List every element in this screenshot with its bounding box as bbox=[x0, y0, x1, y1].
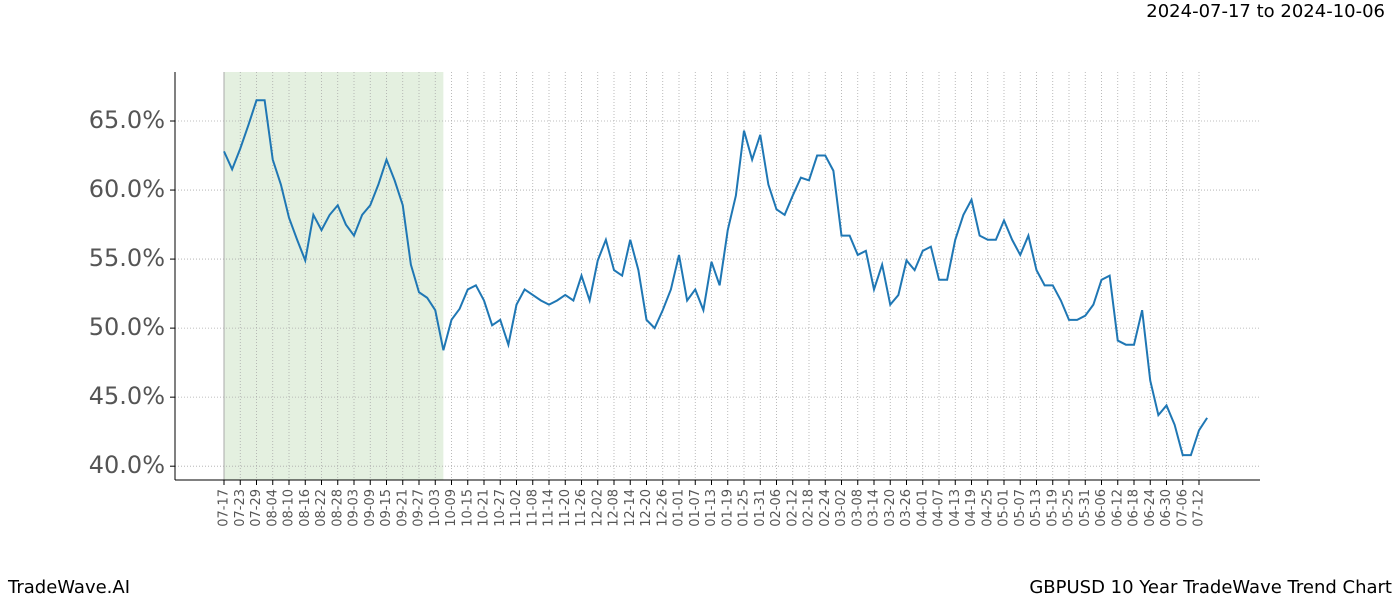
x-tick-label: 05-31 bbox=[1078, 489, 1093, 527]
x-tick-label: 03-08 bbox=[850, 489, 865, 527]
x-tick-label: 07-12 bbox=[1192, 489, 1207, 527]
y-tick-label: 60.0% bbox=[89, 175, 165, 203]
x-tick-label: 10-15 bbox=[460, 489, 475, 527]
x-tick-label: 04-25 bbox=[980, 489, 995, 527]
x-tick-label: 12-02 bbox=[590, 489, 605, 527]
chart-title: GBPUSD 10 Year TradeWave Trend Chart bbox=[1029, 577, 1392, 598]
x-tick-label: 03-02 bbox=[834, 489, 849, 527]
x-tick-label: 08-04 bbox=[265, 489, 280, 527]
x-tick-label: 04-13 bbox=[948, 489, 963, 527]
x-tick-label: 07-29 bbox=[249, 489, 264, 527]
x-tick-label: 10-27 bbox=[493, 489, 508, 527]
x-tick-label: 12-14 bbox=[623, 489, 638, 527]
x-tick-label: 05-01 bbox=[997, 489, 1012, 527]
x-tick-label: 01-19 bbox=[720, 489, 735, 527]
x-tick-label: 01-07 bbox=[688, 489, 703, 527]
x-tick-label: 02-06 bbox=[769, 489, 784, 527]
x-tick-label: 03-20 bbox=[883, 489, 898, 527]
x-tick-label: 05-25 bbox=[1062, 489, 1077, 527]
x-tick-label: 05-19 bbox=[1045, 489, 1060, 527]
x-tick-label: 08-10 bbox=[282, 489, 297, 527]
brand: TradeWave.AI bbox=[7, 577, 130, 598]
x-tick-label: 01-13 bbox=[704, 489, 719, 527]
x-tick-label: 11-26 bbox=[574, 489, 589, 527]
x-tick-label: 02-24 bbox=[818, 489, 833, 527]
x-tick-label: 10-21 bbox=[477, 489, 492, 527]
x-tick-label: 02-12 bbox=[785, 489, 800, 527]
x-tick-label: 09-15 bbox=[379, 489, 394, 527]
x-tick-label: 04-19 bbox=[964, 489, 979, 527]
x-tick-label: 09-27 bbox=[412, 489, 427, 527]
x-tick-label: 08-22 bbox=[314, 489, 329, 527]
y-tick-label: 45.0% bbox=[89, 382, 165, 410]
x-tick-label: 03-14 bbox=[867, 489, 882, 527]
x-tick-label: 09-09 bbox=[363, 489, 378, 527]
x-tick-label: 06-24 bbox=[1143, 489, 1158, 527]
x-tick-label: 12-08 bbox=[607, 489, 622, 527]
y-tick-label: 50.0% bbox=[89, 313, 165, 341]
x-tick-label: 12-20 bbox=[639, 489, 654, 527]
x-tick-label: 07-17 bbox=[217, 489, 232, 527]
x-tick-label: 08-28 bbox=[330, 489, 345, 527]
x-tick-label: 04-01 bbox=[915, 489, 930, 527]
x-tick-label: 01-01 bbox=[672, 489, 687, 527]
highlight-region bbox=[224, 72, 444, 480]
x-tick-label: 05-13 bbox=[1029, 489, 1044, 527]
date-range: 2024-07-17 to 2024-10-06 bbox=[1146, 1, 1385, 22]
y-tick-label: 65.0% bbox=[89, 106, 165, 134]
x-tick-label: 09-21 bbox=[395, 489, 410, 527]
x-tick-label: 01-25 bbox=[737, 489, 752, 527]
x-tick-label: 09-03 bbox=[347, 489, 362, 527]
x-tick-label: 07-23 bbox=[233, 489, 248, 527]
x-tick-label: 06-30 bbox=[1159, 489, 1174, 527]
y-tick-label: 55.0% bbox=[89, 244, 165, 272]
x-tick-label: 12-26 bbox=[655, 489, 670, 527]
x-tick-label: 11-20 bbox=[558, 489, 573, 527]
x-tick-label: 05-07 bbox=[1013, 489, 1028, 527]
x-tick-label: 11-14 bbox=[542, 489, 557, 527]
x-tick-label: 06-18 bbox=[1127, 489, 1142, 527]
x-tick-label: 06-12 bbox=[1110, 489, 1125, 527]
y-tick-label: 40.0% bbox=[89, 451, 165, 479]
x-tick-label: 03-26 bbox=[899, 489, 914, 527]
x-tick-label: 07-06 bbox=[1175, 489, 1190, 527]
x-tick-label: 11-08 bbox=[525, 489, 540, 527]
x-tick-label: 06-06 bbox=[1094, 489, 1109, 527]
x-tick-label: 08-16 bbox=[298, 489, 313, 527]
x-tick-label: 10-09 bbox=[444, 489, 459, 527]
x-tick-label: 10-03 bbox=[428, 489, 443, 527]
x-tick-label: 02-18 bbox=[802, 489, 817, 527]
x-tick-label: 04-07 bbox=[932, 489, 947, 527]
x-tick-label: 01-31 bbox=[753, 489, 768, 527]
series-line bbox=[223, 99, 1208, 457]
x-tick-label: 11-02 bbox=[509, 489, 524, 527]
